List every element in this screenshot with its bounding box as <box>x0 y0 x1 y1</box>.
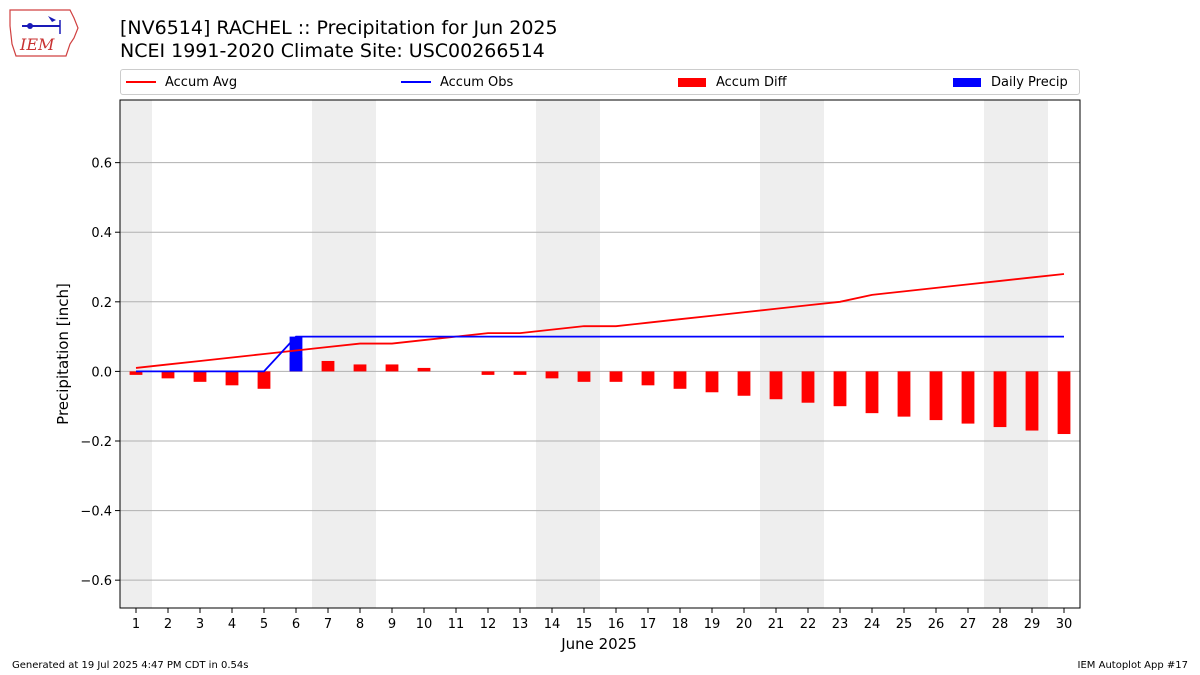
accum-diff-bar <box>129 371 143 375</box>
x-tick-label: 19 <box>704 617 721 632</box>
legend-item-accum-obs: Accum Obs <box>401 70 513 94</box>
x-tick-label: 18 <box>672 617 689 632</box>
legend-item-accum-diff: Accum Diff <box>678 70 787 94</box>
accum-diff-bar <box>385 364 399 372</box>
accum-obs-line <box>136 335 1064 373</box>
accum-diff-bar <box>161 371 175 379</box>
y-tick-label: 0.2 <box>91 296 112 311</box>
x-tick-label: 29 <box>1024 617 1041 632</box>
accum-diff-bar <box>513 371 527 375</box>
accum-diff-bar <box>481 371 495 375</box>
x-tick-label: 22 <box>800 617 817 632</box>
x-tick-label: 10 <box>416 617 433 632</box>
legend-item-accum-avg: Accum Avg <box>126 70 237 94</box>
legend: Accum Avg Accum Obs Accum Diff Daily Pre… <box>120 69 1080 95</box>
accum-diff-bar <box>673 371 687 389</box>
legend-label-accum-obs: Accum Obs <box>440 74 514 90</box>
y-tick-label: −0.4 <box>80 505 112 520</box>
weekend-shade <box>312 100 376 608</box>
legend-swatch-daily-precip <box>953 77 981 87</box>
accum-diff-bar <box>865 371 879 414</box>
accum-diff-bar <box>1025 371 1039 431</box>
y-tick-label: 0.0 <box>91 365 112 380</box>
daily-precip-bar <box>289 336 303 372</box>
plot-frame <box>119 99 1081 609</box>
y-tick-label: −0.2 <box>80 435 112 450</box>
chart-title: [NV6514] RACHEL :: Precipitation for Jun… <box>120 17 558 39</box>
y-tick-label: 0.6 <box>91 157 112 172</box>
legend-swatch-accum-obs <box>401 81 431 83</box>
x-tick-label: 27 <box>960 617 977 632</box>
accum-diff-bar <box>225 371 239 386</box>
accum-diff-bar <box>801 371 815 403</box>
weekend-shade <box>984 100 1048 608</box>
accum-diff-bar <box>929 371 943 421</box>
accum-diff-bar <box>609 371 623 382</box>
footer-app-text: IEM Autoplot App #17 <box>1077 660 1188 671</box>
accum-diff-bar <box>193 371 207 382</box>
x-tick-label: 26 <box>928 617 945 632</box>
iem-logo: IEM <box>9 9 79 57</box>
accum-diff-bar <box>577 371 591 382</box>
x-tick-label: 13 <box>512 617 529 632</box>
x-tick-label: 6 <box>292 617 300 632</box>
legend-label-accum-diff: Accum Diff <box>716 74 787 90</box>
x-tick-label: 9 <box>388 617 396 632</box>
accum-diff-bar <box>257 371 271 389</box>
legend-swatch-accum-avg <box>126 81 156 83</box>
y-axis-label: Precipitation [inch] <box>54 283 72 425</box>
accum-diff-bar <box>1057 371 1071 435</box>
x-tick-label: 24 <box>864 617 881 632</box>
weekend-shade <box>120 100 152 608</box>
x-tick-label: 5 <box>260 617 268 632</box>
x-tick-label: 21 <box>768 617 785 632</box>
x-axis-label: June 2025 <box>560 635 637 653</box>
x-tick-label: 1 <box>132 617 140 632</box>
x-tick-label: 15 <box>576 617 593 632</box>
x-tick-label: 17 <box>640 617 657 632</box>
accum-diff-bar <box>641 371 655 386</box>
accum-diff-bar <box>961 371 975 424</box>
accum-diff-bar <box>769 371 783 400</box>
footer-generated-text: Generated at 19 Jul 2025 4:47 PM CDT in … <box>12 660 249 671</box>
x-tick-label: 23 <box>832 617 849 632</box>
x-tick-label: 30 <box>1056 617 1073 632</box>
chart-subtitle: NCEI 1991-2020 Climate Site: USC00266514 <box>120 40 545 62</box>
y-tick-label: 0.4 <box>91 226 112 241</box>
x-tick-label: 16 <box>608 617 625 632</box>
accum-diff-bar <box>993 371 1007 428</box>
accum-diff-bar <box>833 371 847 407</box>
x-tick-label: 7 <box>324 617 332 632</box>
legend-label-daily-precip: Daily Precip <box>991 74 1068 90</box>
x-tick-label: 12 <box>480 617 497 632</box>
accum-diff-bar <box>705 371 719 393</box>
accum-diff-bar <box>545 371 559 379</box>
x-tick-label: 28 <box>992 617 1009 632</box>
x-tick-label: 25 <box>896 617 913 632</box>
x-tick-label: 11 <box>448 617 465 632</box>
accum-diff-bar <box>353 364 367 372</box>
accum-diff-bar <box>897 371 911 417</box>
accum-avg-line <box>135 273 1065 369</box>
x-tick-label: 20 <box>736 617 753 632</box>
x-tick-label: 2 <box>164 617 172 632</box>
y-tick-label: −0.6 <box>80 574 112 589</box>
svg-text:IEM: IEM <box>19 35 55 54</box>
accum-diff-bar <box>737 371 751 396</box>
weekend-shade <box>760 100 824 608</box>
weekend-shade <box>536 100 600 608</box>
x-tick-label: 8 <box>356 617 364 632</box>
x-tick-label: 14 <box>544 617 561 632</box>
legend-item-daily-precip: Daily Precip <box>953 70 1068 94</box>
legend-label-accum-avg: Accum Avg <box>165 74 238 90</box>
accum-diff-bar <box>321 360 335 372</box>
x-tick-label: 3 <box>196 617 204 632</box>
legend-swatch-accum-diff <box>678 77 706 87</box>
accum-diff-bar <box>417 367 431 372</box>
x-tick-label: 4 <box>228 617 236 632</box>
